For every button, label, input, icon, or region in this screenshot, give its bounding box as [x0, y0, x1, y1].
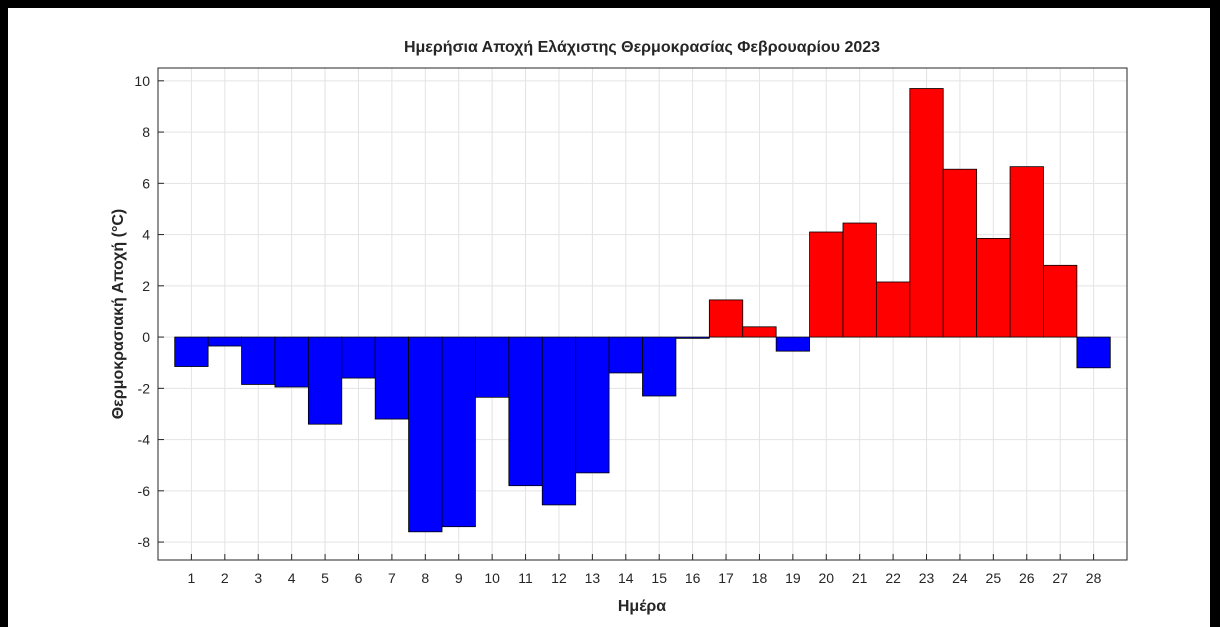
x-tick-label: 14	[618, 570, 634, 586]
x-tick-label: 16	[685, 570, 701, 586]
x-tick-label: 2	[221, 570, 229, 586]
bar	[708, 299, 744, 338]
bar	[307, 336, 343, 425]
frame-top	[0, 0, 1220, 8]
bar	[374, 336, 410, 420]
bar	[1009, 166, 1044, 338]
y-tick-label: 8	[142, 124, 150, 140]
x-tick-label: 4	[288, 570, 296, 586]
x-tick-label: 10	[484, 570, 500, 586]
y-axis-label: Θερμοκρασιακή Αποχή (°C)	[110, 209, 127, 420]
y-tick-label: -8	[138, 534, 151, 550]
y-tick-label: -6	[138, 483, 151, 499]
x-tick-label: 28	[1086, 570, 1102, 586]
bar	[541, 336, 577, 506]
bar	[909, 88, 944, 338]
bar	[408, 336, 443, 533]
y-tick-label: -4	[138, 432, 151, 448]
x-tick-label: 18	[752, 570, 768, 586]
bar	[341, 336, 376, 379]
x-tick-label: 25	[986, 570, 1002, 586]
bar	[274, 336, 309, 388]
bar	[809, 231, 844, 338]
x-tick-label: 1	[188, 570, 196, 586]
x-tick-label: 20	[818, 570, 834, 586]
x-axis-label: Ημέρα	[618, 598, 666, 615]
y-tick-label: 2	[142, 278, 150, 294]
bar	[742, 326, 777, 338]
frame-left	[0, 0, 8, 627]
y-tick-label: -2	[138, 380, 151, 396]
x-tick-label: 13	[585, 570, 601, 586]
x-tick-label: 27	[1052, 570, 1068, 586]
x-tick-label: 3	[254, 570, 262, 586]
bar	[475, 336, 510, 398]
x-tick-label: 23	[919, 570, 935, 586]
bar	[1076, 336, 1111, 369]
y-tick-label: 10	[134, 73, 150, 89]
x-tick-label: 6	[355, 570, 363, 586]
bar	[174, 336, 209, 367]
bar	[575, 336, 610, 474]
y-tick-label: 6	[142, 175, 150, 191]
bar	[675, 336, 710, 339]
x-tick-label: 5	[321, 570, 329, 586]
bar	[875, 281, 911, 338]
x-tick-label: 17	[718, 570, 734, 586]
y-tick-label: 0	[142, 329, 150, 345]
chart-title: Ημερήσια Αποχή Ελάχιστης Θερμοκρασίας Φε…	[404, 39, 880, 56]
x-tick-label: 7	[388, 570, 396, 586]
x-tick-label: 11	[518, 570, 533, 586]
x-tick-label: 8	[421, 570, 429, 586]
x-tick-label: 24	[952, 570, 968, 586]
x-tick-label: 22	[885, 570, 901, 586]
bar	[241, 336, 276, 385]
x-tick-label: 12	[551, 570, 567, 586]
bar	[775, 336, 810, 352]
bar	[441, 336, 476, 528]
x-tick-label: 9	[455, 570, 463, 586]
bar	[508, 336, 543, 487]
bar	[842, 222, 877, 338]
bar	[207, 336, 242, 347]
x-tick-label: 15	[651, 570, 667, 586]
axes-box	[157, 67, 1128, 561]
bar	[608, 336, 643, 374]
y-tick-label: 4	[142, 227, 150, 243]
bar	[942, 168, 978, 338]
bar	[1043, 264, 1078, 338]
bar	[976, 238, 1011, 338]
x-tick-label: 19	[785, 570, 801, 586]
x-tick-label: 26	[1019, 570, 1035, 586]
bar	[642, 336, 677, 397]
x-tick-label: 21	[852, 570, 868, 586]
frame-right	[1210, 0, 1220, 627]
